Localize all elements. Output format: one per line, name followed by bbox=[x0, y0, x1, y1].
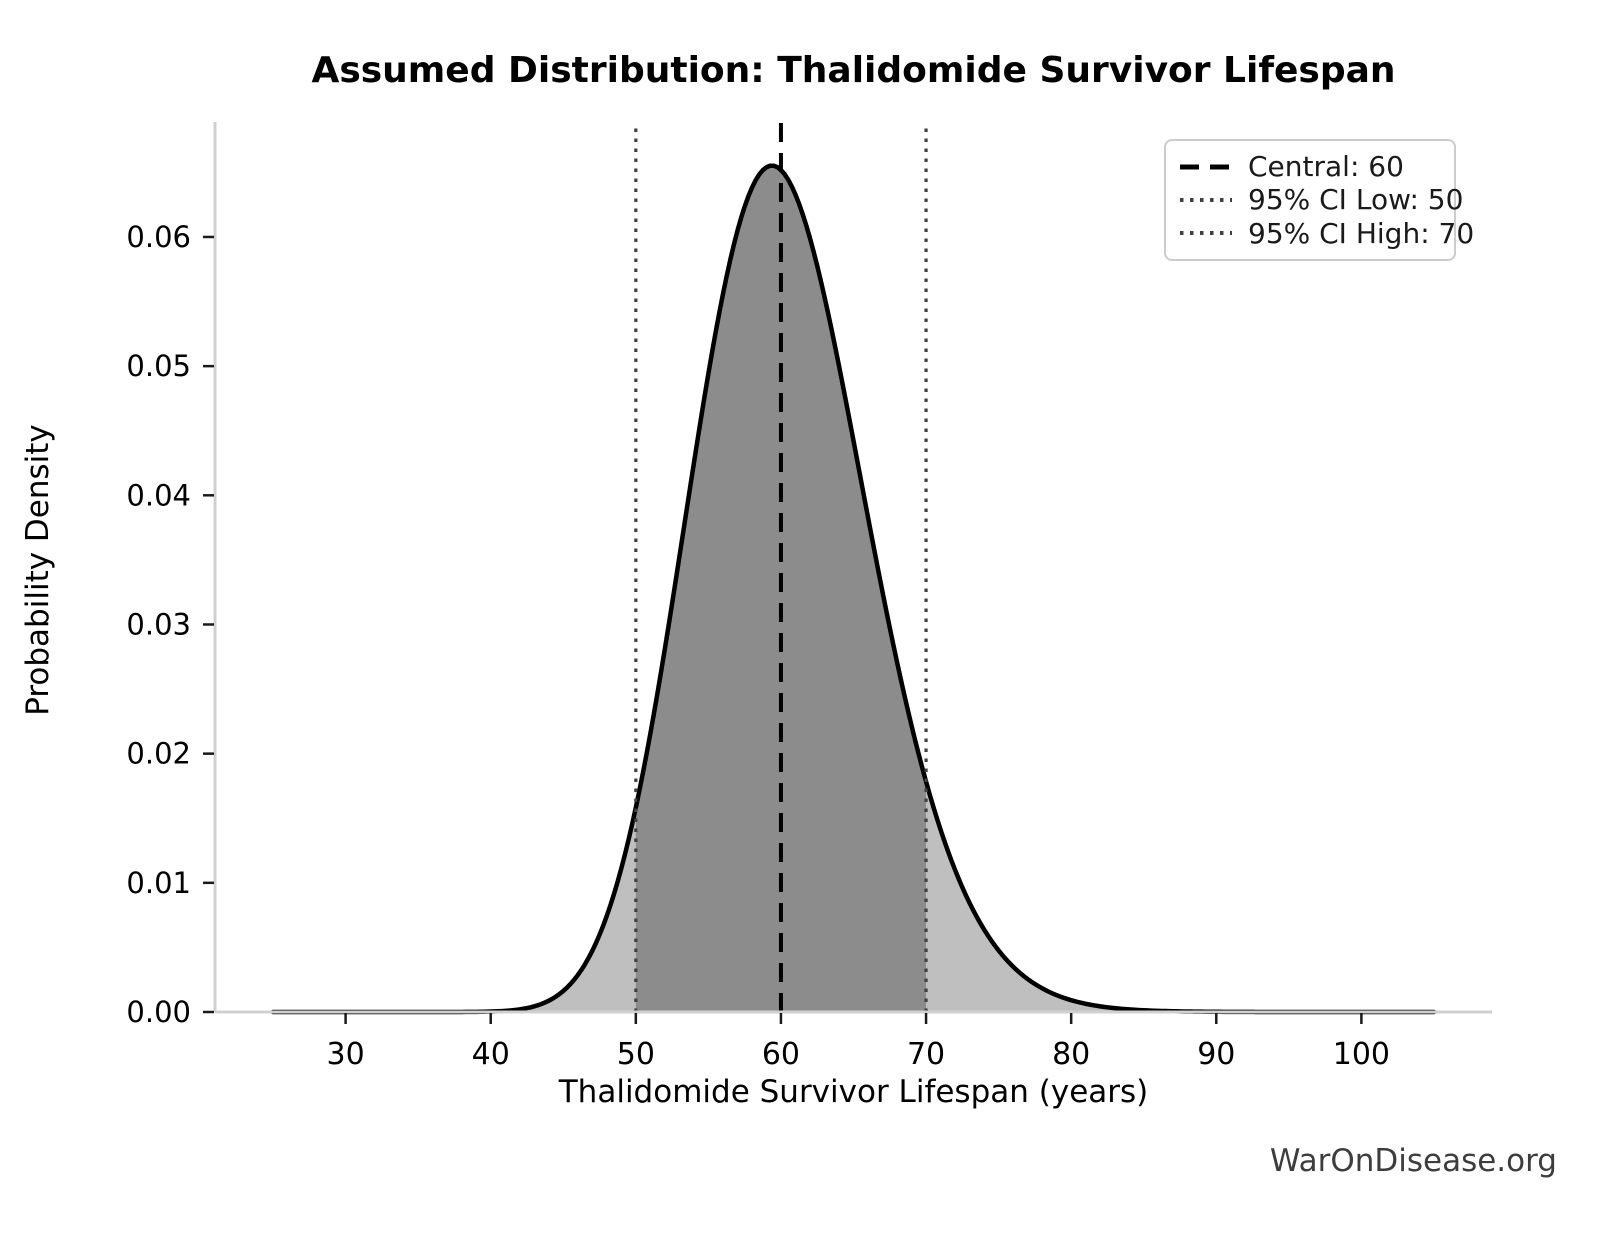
legend-label-ci-high: 95% CI High: 70 bbox=[1248, 216, 1475, 250]
x-axis-label: Thalidomide Survivor Lifespan (years) bbox=[558, 1074, 1149, 1110]
x-tick-label: 40 bbox=[472, 1037, 510, 1072]
dotted-line-icon bbox=[1180, 197, 1232, 202]
x-tick-label: 90 bbox=[1197, 1037, 1235, 1072]
legend-entry-central: Central: 60 bbox=[1180, 150, 1440, 183]
y-tick-label: 0.06 bbox=[126, 220, 191, 254]
legend-label-ci-low: 95% CI Low: 50 bbox=[1248, 183, 1464, 217]
y-tick-label: 0.01 bbox=[126, 866, 191, 900]
axes-spines-layer bbox=[213, 122, 1492, 1014]
x-tick-label: 50 bbox=[617, 1037, 655, 1072]
y-axis-label: Probability Density bbox=[20, 424, 56, 716]
reference-lines-layer bbox=[634, 122, 928, 1012]
dashed-line-icon bbox=[1180, 164, 1232, 170]
watermark: WarOnDisease.org bbox=[1269, 1143, 1557, 1179]
tick-labels-layer: 30 40 50 60 70 80 90 100 0.00 0.01 0.02 0.03 0.04 0.0… bbox=[126, 220, 1390, 1072]
legend-label-central: Central: 60 bbox=[1248, 150, 1404, 184]
density-fill-layer bbox=[273, 165, 1434, 1013]
legend-entry-ci-low: 95% CI Low: 50 bbox=[1180, 183, 1463, 216]
axes-ticks-layer bbox=[203, 235, 1363, 1024]
x-tick-label: 70 bbox=[907, 1037, 945, 1072]
x-tick-label: 30 bbox=[327, 1037, 365, 1072]
y-tick-label: 0.00 bbox=[126, 995, 191, 1029]
legend: Central: 60 95% CI Low: 50 95% CI High: … bbox=[1164, 139, 1474, 261]
y-tick-label: 0.03 bbox=[126, 607, 191, 641]
y-tick-label: 0.02 bbox=[126, 737, 191, 771]
legend-entry-ci-high: 95% CI High: 70 bbox=[1180, 217, 1474, 250]
y-tick-label: 0.05 bbox=[126, 349, 191, 383]
x-tick-label: 80 bbox=[1052, 1037, 1090, 1072]
y-tick-label: 0.04 bbox=[126, 478, 191, 512]
chart-title: Assumed Distribution: Thalidomide Surviv… bbox=[311, 50, 1396, 91]
dotted-line-icon bbox=[1180, 231, 1232, 236]
x-tick-label: 100 bbox=[1333, 1037, 1390, 1072]
x-tick-label: 60 bbox=[762, 1037, 800, 1072]
